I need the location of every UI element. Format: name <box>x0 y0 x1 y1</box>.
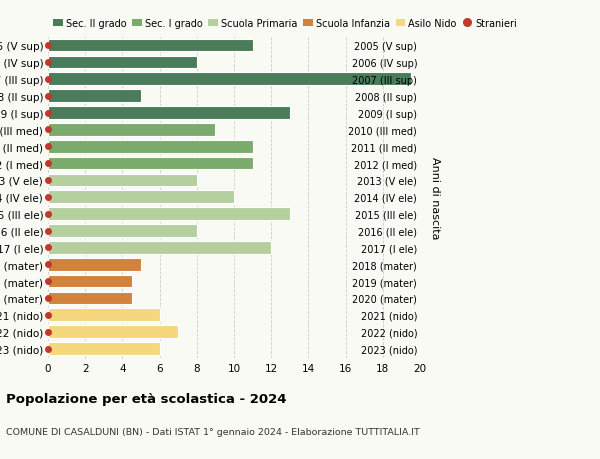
Bar <box>48 174 197 187</box>
Bar <box>48 309 160 321</box>
Bar <box>48 73 411 86</box>
Bar <box>48 191 234 204</box>
Bar <box>48 107 290 119</box>
Bar <box>48 241 271 254</box>
Text: COMUNE DI CASALDUNI (BN) - Dati ISTAT 1° gennaio 2024 - Elaborazione TUTTITALIA.: COMUNE DI CASALDUNI (BN) - Dati ISTAT 1°… <box>6 427 420 436</box>
Bar <box>48 208 290 220</box>
Bar <box>48 140 253 153</box>
Bar <box>48 56 197 69</box>
Bar <box>48 90 141 103</box>
Bar <box>48 275 132 288</box>
Bar <box>48 39 253 52</box>
Bar <box>48 157 253 170</box>
Text: Popolazione per età scolastica - 2024: Popolazione per età scolastica - 2024 <box>6 392 287 405</box>
Bar <box>48 325 178 338</box>
Bar <box>48 342 160 355</box>
Bar <box>48 292 132 305</box>
Bar <box>48 124 215 136</box>
Bar <box>48 225 197 237</box>
Bar <box>48 258 141 271</box>
Legend: Sec. II grado, Sec. I grado, Scuola Primaria, Scuola Infanzia, Asilo Nido, Stran: Sec. II grado, Sec. I grado, Scuola Prim… <box>53 19 517 28</box>
Y-axis label: Anni di nascita: Anni di nascita <box>430 156 440 239</box>
